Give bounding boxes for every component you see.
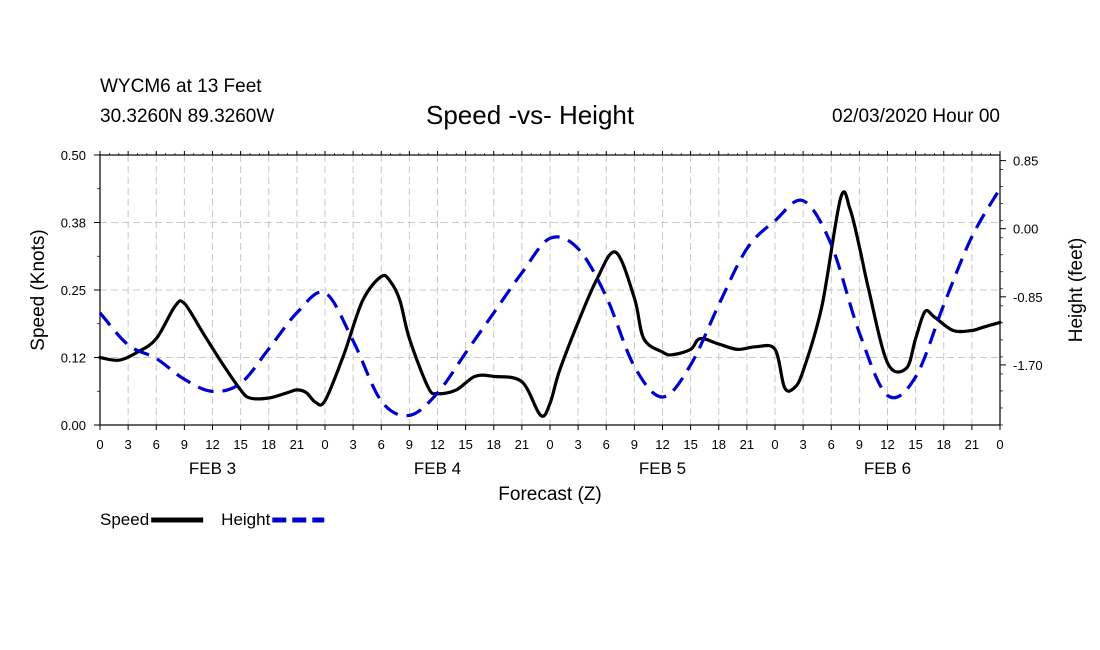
x-tick-label: 9 bbox=[406, 437, 413, 452]
x-tick-label: 18 bbox=[262, 437, 276, 452]
x-tick-label: 21 bbox=[515, 437, 529, 452]
x-tick-label: 9 bbox=[631, 437, 638, 452]
x-tick-label: 0 bbox=[996, 437, 1003, 452]
x-tick-label: 15 bbox=[233, 437, 247, 452]
x-tick-label: 6 bbox=[153, 437, 160, 452]
x-tick-label: 21 bbox=[740, 437, 754, 452]
y2-tick-label: 0.85 bbox=[1013, 154, 1038, 169]
x-tick-label: 15 bbox=[908, 437, 922, 452]
y-axis-title: Speed (Knots) bbox=[28, 229, 49, 350]
legend-label: Height bbox=[221, 510, 270, 529]
y2-tick-label: 0.00 bbox=[1013, 222, 1038, 237]
station-name: WYCM6 at 13 Feet bbox=[100, 76, 262, 97]
x-tick-label: 21 bbox=[290, 437, 304, 452]
y2-axis-title: Height (feet) bbox=[1066, 238, 1087, 343]
y-tick-label: 0.50 bbox=[61, 148, 86, 163]
x-tick-label: 6 bbox=[378, 437, 385, 452]
day-label: FEB 6 bbox=[864, 459, 911, 478]
x-tick-label: 9 bbox=[181, 437, 188, 452]
day-label: FEB 3 bbox=[189, 459, 236, 478]
x-tick-label: 0 bbox=[96, 437, 103, 452]
speed-series-line bbox=[98, 190, 1002, 418]
x-tick-label: 18 bbox=[487, 437, 501, 452]
legend: Speed Height bbox=[100, 510, 325, 529]
x-tick-label: 18 bbox=[712, 437, 726, 452]
data-series bbox=[98, 187, 1002, 418]
x-tick-label: 12 bbox=[205, 437, 219, 452]
x-tick-label: 15 bbox=[683, 437, 697, 452]
chart-title: Speed -vs- Height bbox=[426, 100, 635, 130]
x-tick-label: 15 bbox=[458, 437, 472, 452]
height-series-line bbox=[98, 187, 1002, 418]
x-tick-label: 3 bbox=[125, 437, 132, 452]
x-tick-label: 12 bbox=[430, 437, 444, 452]
x-tick-label: 3 bbox=[800, 437, 807, 452]
x-tick-label: 3 bbox=[350, 437, 357, 452]
y-tick-label: 0.25 bbox=[61, 283, 86, 298]
x-tick-label: 0 bbox=[546, 437, 553, 452]
legend-label: Speed bbox=[100, 510, 149, 529]
day-label: FEB 5 bbox=[639, 459, 686, 478]
y2-tick-label: -1.70 bbox=[1013, 358, 1043, 373]
x-tick-label: 0 bbox=[321, 437, 328, 452]
y-tick-label: 0.38 bbox=[61, 216, 86, 231]
x-tick-label: 6 bbox=[603, 437, 610, 452]
x-tick-label: 12 bbox=[655, 437, 669, 452]
x-tick-label: 12 bbox=[880, 437, 894, 452]
x-tick-label: 18 bbox=[937, 437, 951, 452]
station-coordinates: 30.3260N 89.3260W bbox=[100, 106, 275, 127]
x-tick-label: 3 bbox=[575, 437, 582, 452]
x-tick-label: 21 bbox=[965, 437, 979, 452]
x-tick-label: 0 bbox=[771, 437, 778, 452]
y2-tick-label: -0.85 bbox=[1013, 290, 1043, 305]
x-axis-title: Forecast (Z) bbox=[498, 484, 601, 505]
x-tick-label: 6 bbox=[828, 437, 835, 452]
day-label: FEB 4 bbox=[414, 459, 461, 478]
x-tick-label: 9 bbox=[856, 437, 863, 452]
y-tick-label: 0.12 bbox=[61, 351, 86, 366]
axis-ticks: 0 3 6 9 12 15 18 21 0 3 6 9 12 15 18 21 0 3 6 9 12 15 18 21 0 3 6 9… bbox=[61, 148, 1043, 478]
forecast-run-time: 02/03/2020 Hour 00 bbox=[832, 106, 1000, 127]
y-tick-label: 0.00 bbox=[61, 418, 86, 433]
